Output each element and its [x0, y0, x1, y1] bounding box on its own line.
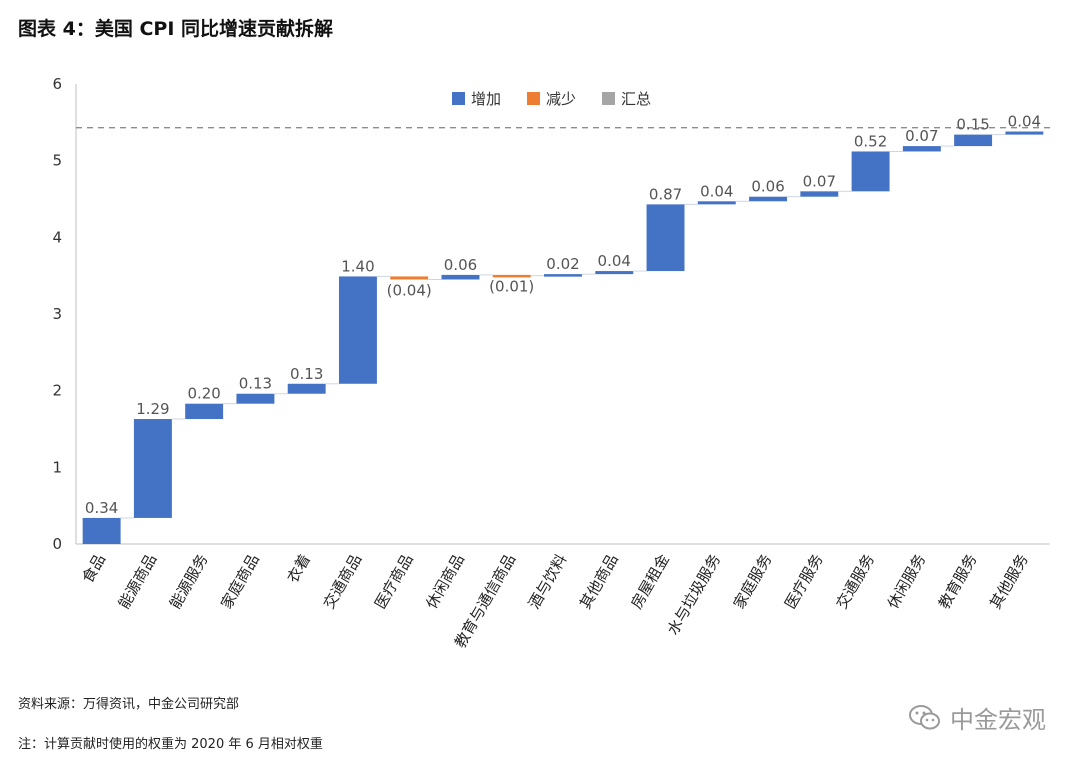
data-label: 0.13: [239, 375, 272, 393]
data-label: 0.15: [956, 116, 989, 134]
bar: [902, 146, 941, 152]
data-label: (0.01): [489, 278, 534, 296]
bar: [954, 134, 993, 147]
bar: [133, 419, 172, 518]
bar: [287, 383, 326, 394]
x-tick-label: 能源商品: [115, 551, 161, 612]
wechat-icon: [909, 704, 940, 729]
data-label: 1.29: [136, 400, 169, 418]
legend-label: 增加: [471, 90, 501, 108]
data-label: 0.02: [546, 255, 579, 273]
x-tick-label: 能源服务: [166, 551, 212, 612]
data-label: 0.13: [290, 365, 323, 383]
legend-label: 汇总: [621, 90, 651, 108]
data-label: 0.06: [444, 256, 477, 274]
y-tick-label: 0: [52, 535, 62, 553]
x-tick-label: 酒与饮料: [525, 551, 571, 612]
page-title: 图表 4：美国 CPI 同比增速贡献拆解: [18, 18, 334, 40]
y-tick-label: 1: [52, 458, 62, 476]
x-tick-label: 休闲服务: [884, 551, 930, 612]
bar: [697, 201, 736, 205]
data-label: 0.87: [649, 185, 682, 203]
waterfall-chart: 0 1 2 3 4 5 6 0.34 食品 1.29 能源商品 0.20 能源服务 0.13 家庭商品 0.1…: [52, 75, 1050, 651]
x-tick-label: 衣着: [284, 551, 315, 586]
data-label: 0.07: [803, 172, 836, 190]
bar: [236, 393, 275, 404]
source-note: 资料来源：万得资讯，中金公司研究部: [18, 697, 240, 712]
bar: [338, 276, 377, 384]
footnote: 注：计算贡献时使用的权重为 2020 年 6 月相对权重: [18, 737, 323, 752]
watermark-text: 中金宏观: [950, 706, 1046, 734]
data-label: 1.40: [341, 257, 374, 275]
x-tick-label: 家庭服务: [730, 551, 776, 612]
bar: [185, 403, 224, 420]
legend-swatch: [527, 92, 540, 105]
bar: [595, 271, 634, 275]
x-tick-label: 其他服务: [986, 551, 1032, 612]
data-label: (0.04): [387, 282, 432, 300]
bar: [749, 196, 788, 202]
bar: [851, 151, 890, 192]
x-tick-label: 交通商品: [320, 551, 366, 612]
y-tick-label: 5: [52, 152, 62, 170]
y-tick-label: 6: [52, 75, 62, 93]
data-label: 0.34: [85, 499, 118, 517]
bar: [1005, 131, 1044, 135]
x-tick-label: 医疗服务: [781, 551, 827, 612]
x-tick-label: 教育服务: [935, 551, 981, 612]
x-tick-label: 房屋租金: [627, 551, 673, 612]
y-tick-label: 4: [52, 228, 62, 246]
data-label: 0.04: [700, 182, 733, 200]
legend-swatch: [452, 92, 465, 105]
y-tick-label: 2: [52, 382, 62, 400]
legend-label: 减少: [546, 90, 576, 108]
x-tick-label: 医疗商品: [371, 551, 417, 612]
bar: [441, 274, 480, 280]
data-label: 0.52: [854, 132, 887, 150]
data-label: 0.06: [751, 178, 784, 196]
x-tick-label: 其他商品: [576, 551, 622, 612]
data-label: 0.20: [187, 385, 220, 403]
bar: [492, 274, 531, 278]
legend-swatch: [602, 92, 615, 105]
x-tick-label: 水与垃圾服务: [664, 551, 725, 638]
bar: [646, 204, 685, 272]
bar: [800, 191, 839, 197]
bar: [390, 276, 429, 280]
data-label: 0.07: [905, 127, 938, 145]
x-tick-label: 交通服务: [832, 551, 878, 612]
y-tick-label: 3: [52, 305, 62, 323]
data-label: 0.04: [598, 252, 631, 270]
data-label: 0.04: [1008, 113, 1041, 131]
x-tick-label: 家庭商品: [217, 551, 263, 612]
x-tick-label: 休闲商品: [422, 551, 468, 612]
watermark: 中金宏观: [908, 700, 1046, 735]
bar: [82, 517, 121, 544]
bar: [544, 274, 582, 277]
x-tick-label: 食品: [78, 551, 109, 586]
